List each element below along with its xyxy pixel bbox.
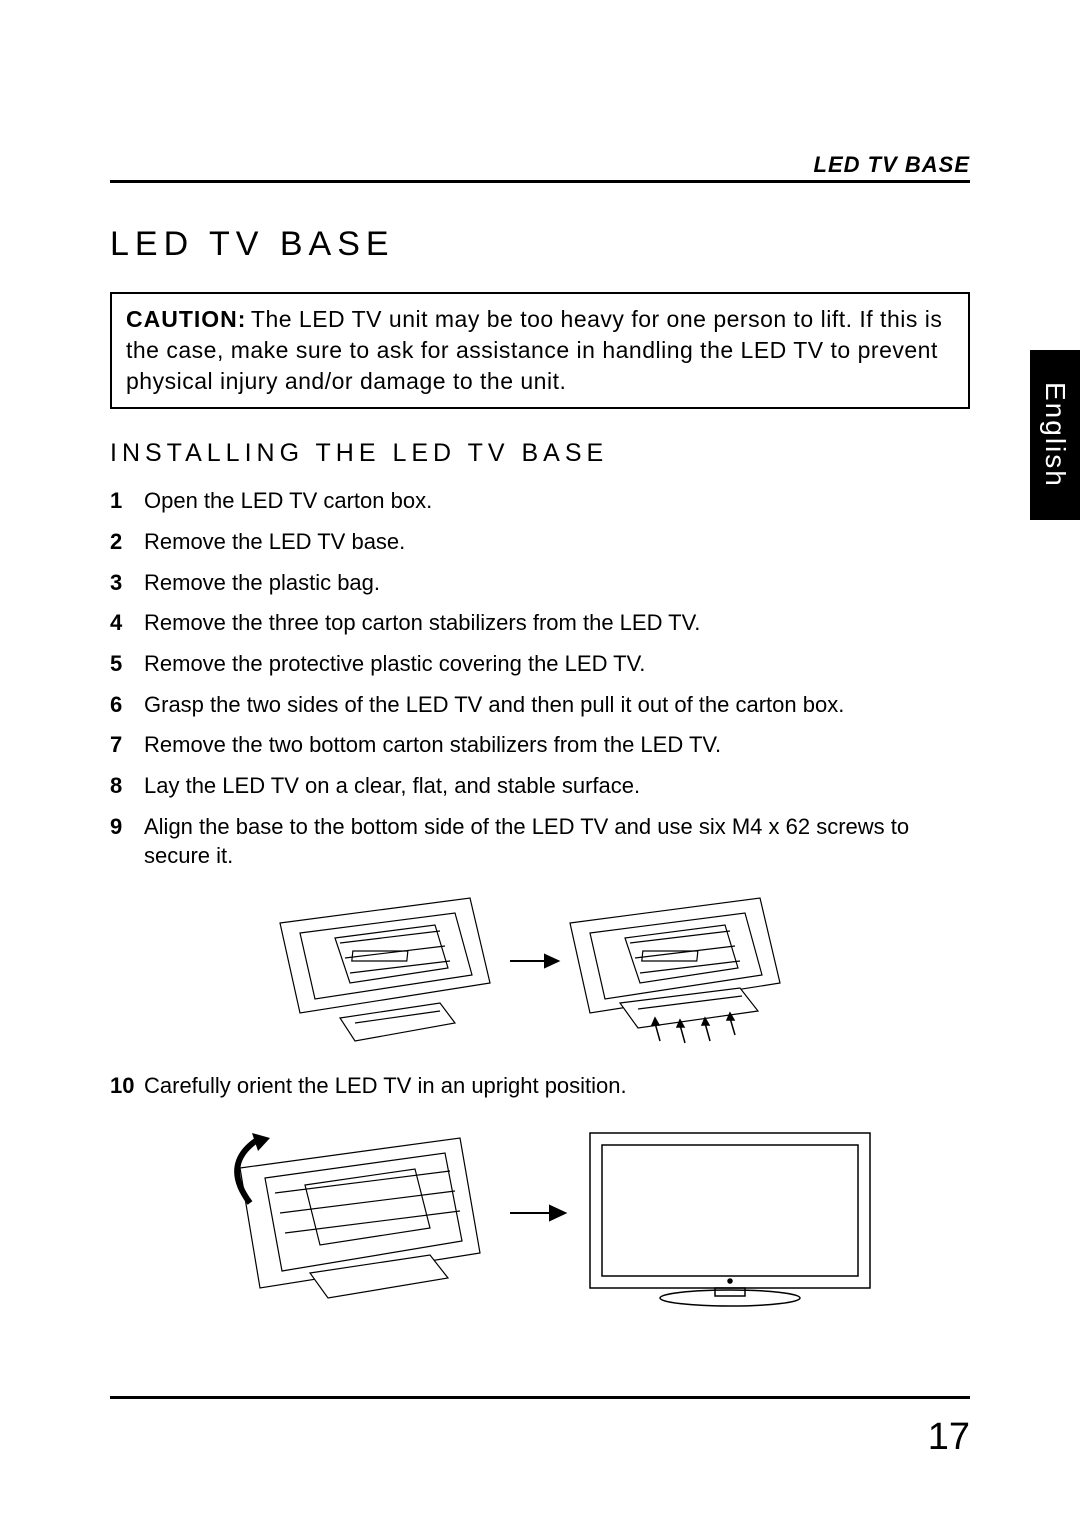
step-item: 8 Lay the LED TV on a clear, flat, and s… [110,771,970,801]
caution-label: CAUTION: [126,306,246,332]
step-number: 4 [110,608,144,638]
step-item: 10 Carefully orient the LED TV in an upr… [110,1071,970,1101]
tv-upright-diagram-icon [190,1113,890,1313]
step-text: Align the base to the bottom side of the… [144,812,970,871]
footer-line [110,1396,970,1399]
language-tab: English [1030,350,1080,520]
step-text: Remove the three top carton stabilizers … [144,608,970,638]
header-line [110,180,970,183]
language-text: English [1039,382,1071,488]
step-item: 4 Remove the three top carton stabilizer… [110,608,970,638]
diagram-step9 [110,883,970,1053]
step-number: 9 [110,812,144,871]
step-text: Lay the LED TV on a clear, flat, and sta… [144,771,970,801]
step-item: 2 Remove the LED TV base. [110,527,970,557]
step-text: Remove the plastic bag. [144,568,970,598]
step-item: 7 Remove the two bottom carton stabilize… [110,730,970,760]
diagram-step10 [110,1113,970,1313]
step-number: 3 [110,568,144,598]
step-list: 1 Open the LED TV carton box. 2 Remove t… [110,486,970,871]
step-list-continued: 10 Carefully orient the LED TV in an upr… [110,1071,970,1101]
step-item: 3 Remove the plastic bag. [110,568,970,598]
step-number: 2 [110,527,144,557]
step-text: Remove the protective plastic covering t… [144,649,970,679]
step-number: 7 [110,730,144,760]
header-label: LED TV BASE [814,152,970,178]
step-number: 6 [110,690,144,720]
step-text: Grasp the two sides of the LED TV and th… [144,690,970,720]
step-item: 1 Open the LED TV carton box. [110,486,970,516]
manual-page: LED TV BASE English LED TV BASE CAUTION:… [0,0,1080,1529]
page-number: 17 [928,1416,970,1459]
step-text: Remove the two bottom carton stabilizers… [144,730,970,760]
step-number: 1 [110,486,144,516]
step-item: 6 Grasp the two sides of the LED TV and … [110,690,970,720]
step-item: 9 Align the base to the bottom side of t… [110,812,970,871]
step-text: Open the LED TV carton box. [144,486,970,516]
step-number: 5 [110,649,144,679]
step-number: 10 [110,1071,144,1101]
tv-base-assembly-diagram-icon [260,883,820,1053]
page-title: LED TV BASE [110,225,970,264]
caution-text: The LED TV unit may be too heavy for one… [126,306,942,394]
step-text: Remove the LED TV base. [144,527,970,557]
step-item: 5 Remove the protective plastic covering… [110,649,970,679]
step-number: 8 [110,771,144,801]
step-text: Carefully orient the LED TV in an uprigh… [144,1071,970,1101]
caution-box: CAUTION: The LED TV unit may be too heav… [110,292,970,409]
section-subtitle: INSTALLING THE LED TV BASE [110,439,970,468]
